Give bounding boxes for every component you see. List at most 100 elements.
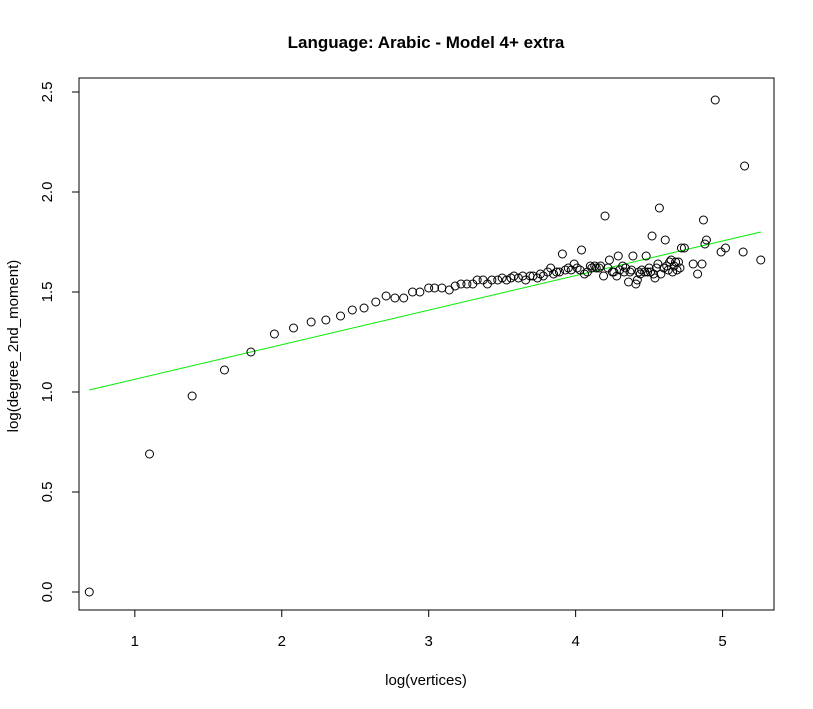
data-point: [84, 587, 94, 597]
data-point: [587, 263, 597, 273]
data-point: [497, 273, 507, 283]
data-point: [738, 247, 748, 257]
y-axis: 0.0 0.5 1.0 1.5 2.0 2.5: [39, 82, 80, 602]
data-point: [628, 251, 638, 261]
data-point: [697, 259, 707, 269]
data-point: [472, 275, 482, 285]
data-point: [347, 305, 357, 315]
data-point: [599, 271, 609, 281]
data-point: [634, 267, 644, 277]
data-point: [219, 365, 229, 375]
data-point: [618, 261, 628, 271]
data-point: [506, 273, 516, 283]
data-point: [336, 311, 346, 321]
y-tick-label: 2.5: [39, 82, 56, 103]
x-tick-label: 5: [718, 633, 726, 650]
data-point: [577, 245, 587, 255]
data-point: [647, 231, 657, 241]
data-point: [710, 95, 720, 105]
data-point: [613, 251, 623, 261]
data-point: [649, 269, 659, 279]
data-point: [552, 267, 562, 277]
data-points: [84, 95, 766, 597]
data-point: [700, 239, 710, 249]
data-point: [600, 211, 610, 221]
data-point: [631, 279, 641, 289]
data-point: [625, 267, 635, 277]
y-tick-label: 0.5: [39, 482, 56, 503]
data-point: [641, 251, 651, 261]
data-point: [557, 249, 567, 259]
y-axis-label: log(degree_2nd_moment): [5, 260, 22, 433]
data-point: [651, 263, 661, 273]
data-point: [554, 267, 564, 277]
data-point: [698, 215, 708, 225]
data-point: [187, 391, 197, 401]
data-point: [679, 243, 689, 253]
data-point: [408, 287, 418, 297]
data-point: [509, 271, 519, 281]
data-point: [502, 275, 512, 285]
data-point: [756, 255, 766, 265]
data-point: [585, 261, 595, 271]
data-point: [462, 279, 472, 289]
data-point: [549, 269, 559, 279]
data-point: [591, 263, 601, 273]
data-point: [659, 263, 669, 273]
data-point: [594, 263, 604, 273]
data-point: [371, 297, 381, 307]
y-tick-label: 1.5: [39, 282, 56, 303]
data-point: [721, 243, 731, 253]
data-point: [390, 293, 400, 303]
x-tick-label: 4: [571, 633, 579, 650]
data-point: [560, 265, 570, 275]
data-point: [321, 315, 331, 325]
data-point: [359, 303, 369, 313]
data-point: [604, 255, 614, 265]
fit-line-layer: [89, 231, 761, 391]
data-point: [381, 291, 391, 301]
regression-line: [89, 231, 761, 391]
data-point: [676, 243, 686, 253]
data-point: [644, 263, 654, 273]
data-point: [289, 323, 299, 333]
y-tick-label: 2.0: [39, 182, 56, 203]
data-point: [456, 279, 466, 289]
x-axis-label: log(vertices): [385, 672, 467, 689]
x-tick-label: 3: [425, 633, 433, 650]
x-tick-label: 2: [278, 633, 286, 650]
data-point: [430, 283, 440, 293]
data-point: [246, 347, 256, 357]
data-point: [145, 449, 155, 459]
data-point: [656, 269, 666, 279]
data-point: [424, 283, 434, 293]
data-point: [668, 267, 678, 277]
data-point: [740, 161, 750, 171]
data-point: [673, 257, 683, 267]
data-point: [450, 281, 460, 291]
data-point: [415, 287, 425, 297]
data-point: [487, 275, 497, 285]
x-tick-label: 1: [131, 633, 139, 650]
data-point: [399, 293, 409, 303]
data-point: [590, 261, 600, 271]
data-point: [693, 269, 703, 279]
data-point: [688, 259, 698, 269]
x-axis: 1 2 3 4 5: [131, 609, 727, 650]
data-point: [701, 235, 711, 245]
data-point: [660, 235, 670, 245]
data-point: [579, 269, 589, 279]
data-point: [643, 267, 653, 277]
data-point: [269, 329, 279, 339]
data-point: [654, 203, 664, 213]
data-point: [675, 263, 685, 273]
chart-title: Language: Arabic - Model 4+ extra: [288, 33, 565, 52]
data-point: [493, 275, 503, 285]
data-point: [566, 265, 576, 275]
y-tick-label: 1.0: [39, 382, 56, 403]
data-point: [612, 271, 622, 281]
data-point: [306, 317, 316, 327]
data-point: [572, 263, 582, 273]
